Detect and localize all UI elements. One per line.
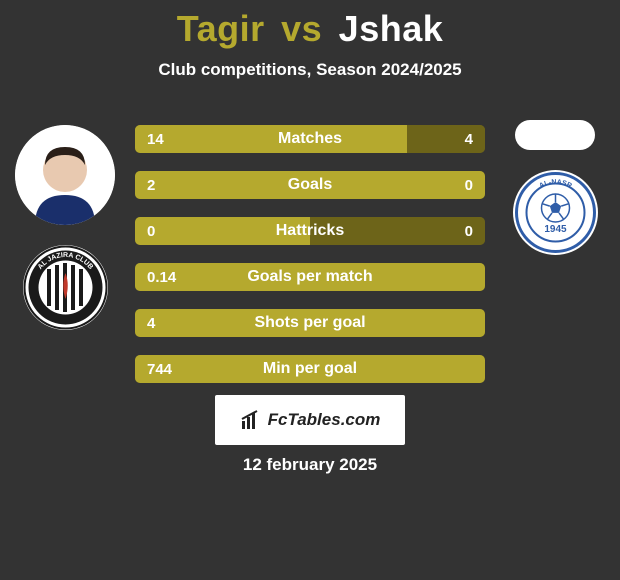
club2-year: 1945 [544,224,567,235]
bar-label: Matches [135,130,485,148]
player2-placeholder [515,120,595,150]
club2-ball [541,194,569,222]
comparison-title: Tagir vs Jshak [0,0,620,50]
bar-left-value: 0.14 [147,269,176,286]
subtitle: Club competitions, Season 2024/2025 [0,60,620,80]
club1-svg: AL JAZIRA CLUB [23,245,108,330]
stat-bar-3: 0.14Goals per match [135,263,485,291]
branding-icon [240,409,262,431]
bar-left-value: 0 [147,223,155,240]
stat-bar-4: 4Shots per goal [135,309,485,337]
stat-bar-0: 14 4Matches [135,125,485,153]
vs-word: vs [281,8,322,49]
bar-right-value: 0 [465,223,473,240]
right-column: 1945 AL-NASR [500,120,610,255]
club2-svg: 1945 AL-NASR [513,170,598,255]
player1-club-badge: AL JAZIRA CLUB [23,245,108,330]
player1-avatar [15,125,115,225]
stat-bar-1: 2 0Goals [135,171,485,199]
player1-name: Tagir [177,8,265,49]
player2-name: Jshak [339,8,444,49]
bar-left-value: 744 [147,361,172,378]
bar-label: Goals [135,176,485,194]
branding-box[interactable]: FcTables.com [215,395,405,445]
branding-text: FcTables.com [268,410,381,430]
player2-club-badge: 1945 AL-NASR [513,170,598,255]
bar-label: Goals per match [135,268,485,286]
stat-bar-2: 0 0Hattricks [135,217,485,245]
bar-right-value: 4 [465,131,473,148]
bar-left-value: 4 [147,315,155,332]
bar-left-value: 14 [147,131,164,148]
left-column: AL JAZIRA CLUB [10,125,120,330]
bar-right-value: 0 [465,177,473,194]
bar-label: Hattricks [135,222,485,240]
bar-label: Shots per goal [135,314,485,332]
bar-left-value: 2 [147,177,155,194]
stat-bar-5: 744Min per goal [135,355,485,383]
player1-avatar-svg [15,125,115,225]
stat-bars: 144Matches20Goals00Hattricks0.14Goals pe… [135,125,485,383]
date-text: 12 february 2025 [0,455,620,475]
bar-label: Min per goal [135,360,485,378]
